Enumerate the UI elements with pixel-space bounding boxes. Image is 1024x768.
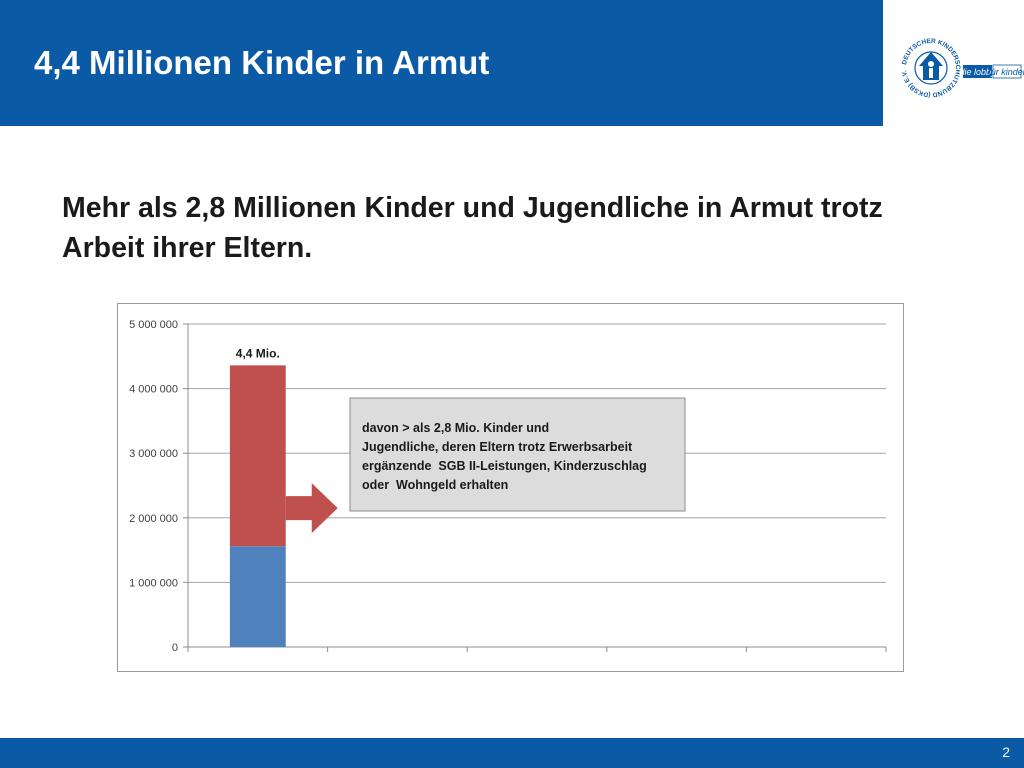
- house-icon: [919, 52, 943, 80]
- bar-total-label: 4,4 Mio.: [236, 346, 280, 360]
- chart-area: 0 1 000 000 2 000 000 3 000 000 4 000 000 5 0…: [117, 303, 904, 672]
- footer-bar: 2: [0, 738, 1024, 768]
- slide-subtitle: Mehr als 2,8 Millionen Kinder und Jugend…: [62, 192, 883, 264]
- bar-chart: 0 1 000 000 2 000 000 3 000 000 4 000 000 5 0…: [129, 319, 887, 654]
- logo-tagline-left: die lobby: [959, 67, 996, 77]
- slide-title: 4,4 Millionen Kinder in Armut: [34, 44, 490, 81]
- page-number: 2: [1002, 744, 1010, 760]
- arrow-right-icon: [285, 483, 338, 534]
- annotation-line: ergänzende SGB II-Leistungen, Kinderzusc…: [362, 459, 647, 473]
- y-tick-label: 0: [172, 642, 178, 654]
- y-tick-label: 2 000 000: [129, 513, 178, 525]
- bar-segment-lower: [229, 546, 286, 647]
- header-bar: 4,4 Millionen Kinder in Armut: [0, 0, 883, 126]
- annotation-line: davon > als 2,8 Mio. Kinder und: [362, 421, 549, 435]
- y-tick-label: 5 000 000: [129, 319, 178, 331]
- annotation-box: [349, 397, 686, 512]
- y-tick-label: 4 000 000: [129, 384, 178, 396]
- dksb-logo: DEUTSCHER KINDERSCHUTZBUND (DKSB) E.V. d…: [883, 0, 1024, 126]
- bar-segment-upper: [229, 365, 286, 547]
- logo-tagline-right: für kinder: [988, 67, 1024, 77]
- annotation-line: oder Wohngeld erhalten: [362, 478, 508, 492]
- y-tick-label: 1 000 000: [129, 577, 178, 589]
- y-tick-label: 3 000 000: [129, 448, 178, 460]
- annotation-line: Jugendliche, deren Eltern trotz Erwerbsa…: [362, 440, 633, 454]
